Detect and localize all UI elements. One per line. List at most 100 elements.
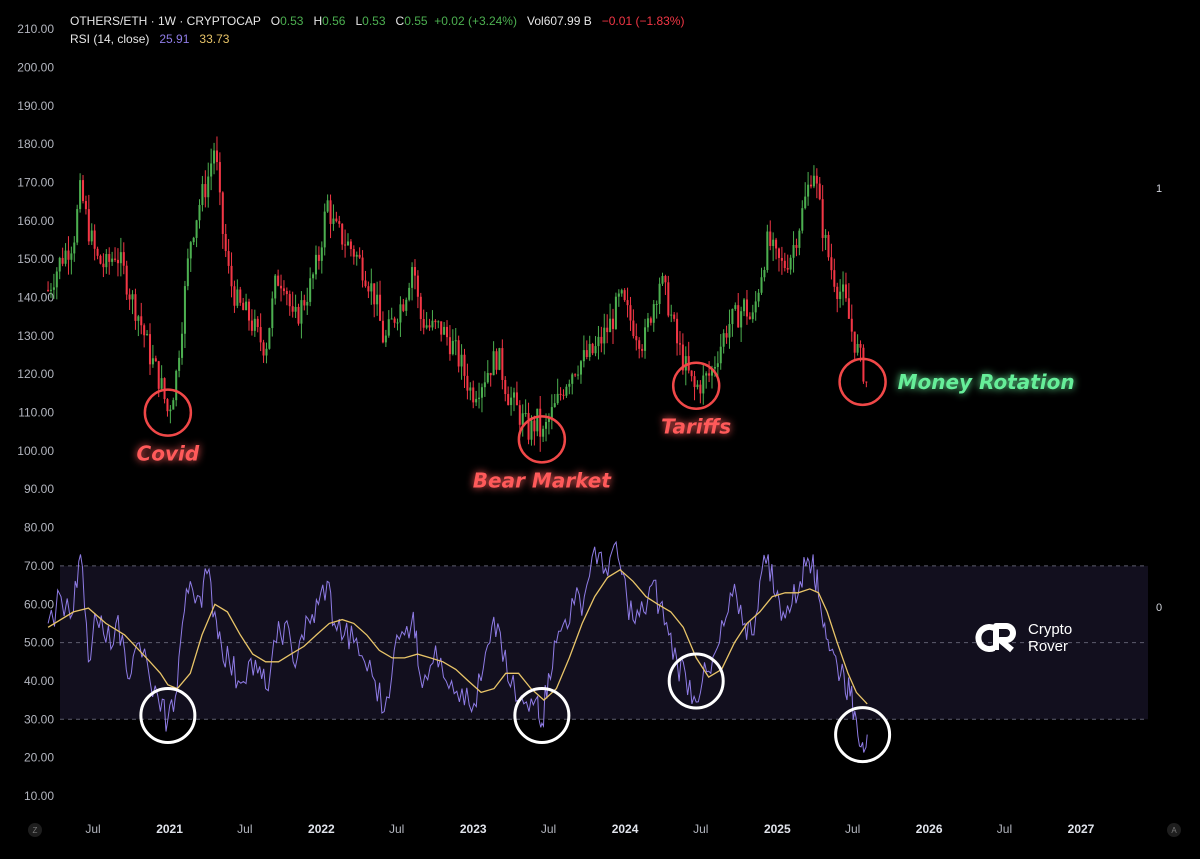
candle [853,331,856,362]
candle [775,237,778,260]
candle-body [317,254,320,261]
candle [801,200,804,234]
candle [87,194,90,246]
candle [431,310,434,331]
candle-body [486,372,489,383]
candle [480,383,483,413]
candle [527,402,530,445]
candle-body [338,221,341,224]
candle [472,380,475,409]
candle [291,291,294,318]
timezone-icon[interactable]: Z [28,823,42,837]
candle-body [591,343,594,354]
candle [745,289,748,325]
candle [116,248,119,277]
candle-body [856,343,859,353]
candle-body [87,209,90,242]
x-tick-label: 2025 [764,822,791,836]
candle-body [644,327,647,351]
candle [245,293,248,311]
legend-row-price: OTHERS/ETH · 1W · CRYPTOCAP O0.53 H0.56 … [70,12,684,30]
auto-scale-icon[interactable]: A [1167,823,1181,837]
candle-body [577,374,580,376]
rsi-label[interactable]: RSI (14, close) [70,32,150,46]
candle-body [280,285,283,289]
candle-body [545,421,548,429]
candle [469,382,472,401]
candle [381,311,384,344]
candle-body [611,318,615,329]
candle-body [702,375,705,394]
candle [416,270,419,309]
candle-body [425,325,428,328]
candle [766,224,769,273]
candle [504,376,507,402]
candle [763,266,766,282]
candle-body [111,258,114,262]
candle [282,280,285,296]
rsi-annotation-circle [667,652,725,710]
candle [227,239,230,274]
candle-body [673,314,676,319]
price-candles[interactable] [47,136,868,452]
candle [143,323,146,348]
candle [821,185,824,252]
rsi-lines[interactable] [47,540,868,753]
candle-body [306,301,309,306]
candle [606,314,609,344]
candle-body [550,407,553,418]
candle [192,236,195,246]
x-tick-label: 2024 [612,822,639,836]
candle [600,326,603,353]
symbol-label[interactable]: OTHERS/ETH · 1W · CRYPTOCAP [70,14,261,28]
x-tick-label: 2027 [1068,822,1095,836]
y-tick-label: 40.00 [24,674,54,688]
candle-body [259,327,262,343]
candle [250,309,253,336]
candle-body [597,336,600,347]
candle-body [818,183,821,200]
candle [64,243,67,267]
candle-body [539,408,542,437]
close-value: 0.55 [404,14,428,28]
candle [708,361,711,383]
candle-body [93,230,96,249]
y-tick-label: 90.00 [24,482,54,496]
candle-body [766,231,769,271]
candle [393,316,396,328]
candle-body [760,277,763,293]
candle [323,203,326,256]
candle-body [655,303,658,305]
candle [812,165,815,189]
annotation-label: Covid [137,442,200,466]
candle [670,304,673,323]
candle-body [367,286,370,292]
volume-label: Vol [527,14,544,28]
candle-body [329,200,332,224]
candle-body [227,251,230,266]
candle [137,314,140,337]
candle-body [326,200,329,212]
candle-body [215,150,218,163]
candle [390,307,393,320]
candle-body [312,274,315,279]
candle-body [827,234,830,258]
candle-body [405,299,408,311]
candle-body [609,318,612,333]
candle-body [524,413,527,415]
candle-body [90,230,93,242]
candle [443,322,446,336]
candle-body [213,150,216,164]
candle-body [588,343,591,358]
candle-body [667,282,670,316]
candle-body [731,308,734,325]
legend-row-rsi: RSI (14, close) 25.91 33.73 [70,30,684,48]
candle [620,288,623,297]
candle [722,329,725,354]
candle-body [84,201,87,210]
candle [294,294,297,319]
candle-body [344,244,347,246]
candle-body [160,378,163,389]
candle-body [775,239,778,249]
